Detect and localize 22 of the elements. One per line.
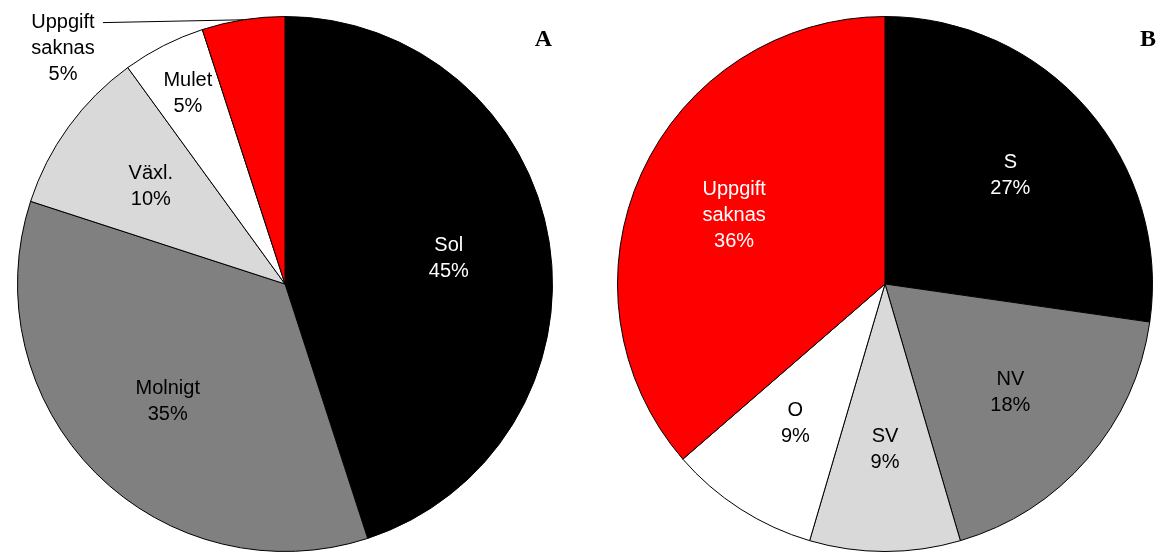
data-label: 10% [130, 187, 172, 210]
slice-label: Molnigt [135, 375, 201, 398]
data-label: 27% [990, 175, 1031, 198]
slice-label: Uppgift saknas [702, 176, 767, 225]
chart-title: B [1139, 25, 1156, 52]
slice-label: Uppgift saknas [31, 10, 96, 59]
slice-label: S [1003, 149, 1018, 172]
data-label: 36% [714, 228, 755, 251]
text: A [534, 25, 553, 52]
slice-label: Mulet [163, 67, 213, 90]
data-label: 9% [870, 450, 900, 473]
data-label: 9% [780, 424, 810, 447]
data-label: 35% [147, 401, 188, 424]
data-label: 18% [990, 393, 1031, 416]
slice-label: Växl. [128, 161, 174, 184]
slice-label: NV [996, 367, 1025, 390]
data-label: 45% [428, 258, 470, 281]
data-label: 5% [48, 62, 78, 85]
slice-label: Sol [434, 232, 464, 255]
slice-label: O [787, 398, 804, 421]
slice-label: SV [871, 424, 899, 447]
data-label: 5% [173, 93, 203, 116]
